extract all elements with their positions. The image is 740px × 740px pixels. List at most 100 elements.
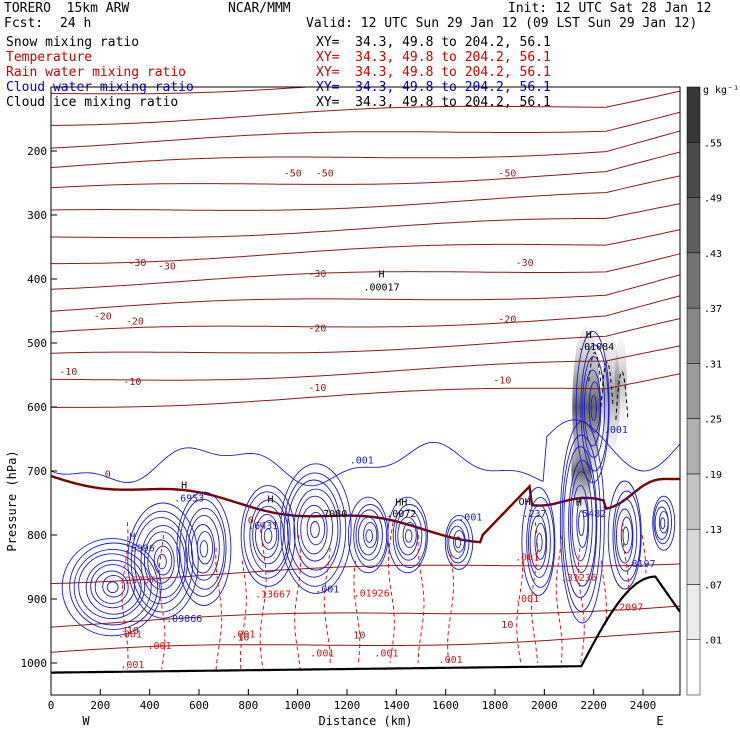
y-tick-label: 500 <box>27 337 47 350</box>
cloud-water-contour <box>529 514 548 570</box>
isotherm-line <box>51 87 314 95</box>
x-tick-label: 400 <box>140 699 160 712</box>
contour-value-label: .2097 <box>613 603 643 614</box>
colorbar-swatch <box>686 418 701 475</box>
org-label: NCAR/MMM <box>228 1 291 16</box>
isotherm-label: -50 <box>316 169 334 180</box>
cloud-water-contour <box>260 520 278 550</box>
isotherm-line <box>51 630 680 653</box>
cloud-ice-contour <box>615 371 629 420</box>
contour-value-label: .001 <box>350 455 374 466</box>
x-tick-label: 1600 <box>432 699 459 712</box>
contour-value-label: .001 <box>118 629 142 640</box>
isotherm-line <box>51 203 680 239</box>
rain-water-contour <box>555 534 563 664</box>
rain-water-contour <box>577 547 585 664</box>
cloud-water-contour <box>568 459 597 587</box>
x-tick-label: 1200 <box>334 699 361 712</box>
isotherm-label: -20 <box>498 315 516 326</box>
isotherm-label: -20 <box>308 323 326 334</box>
colorbar: .01 .07 .13 .19 .25 .31 .37 .43 .49 .55 g kg⁻¹ <box>686 85 739 696</box>
cloud-water-contour <box>614 498 638 572</box>
cloud-water-contour <box>127 502 199 619</box>
contour-value-label: .001 <box>515 594 539 605</box>
isotherm-label: -10 <box>59 367 77 378</box>
cloud-water-contour <box>576 496 589 548</box>
cloud-water-contour <box>569 471 593 574</box>
cloud-water-contour <box>280 463 352 594</box>
isotherm-label: -10 <box>308 383 326 394</box>
colorbar-swatch <box>686 197 701 254</box>
plot-frame <box>50 86 681 696</box>
cloud-water-contour <box>243 491 291 579</box>
isotherm-line <box>51 175 680 211</box>
cloud-water-contour <box>363 521 378 549</box>
isotherm-label: -20 <box>126 316 144 327</box>
contour-value-label: .0072 <box>386 509 416 520</box>
colorbar-level-label: .49 <box>704 194 722 205</box>
cloud-water-contour <box>527 504 551 578</box>
cloud-water-contour <box>196 531 214 565</box>
cloud-water-contour <box>147 539 175 584</box>
cloud-water-contour <box>78 553 146 620</box>
isotherm-label: -30 <box>128 258 146 269</box>
contour-value-label: .001 <box>458 512 482 523</box>
field-xy-snow: XY= 34.3, 49.8 to 204.2, 56.1 <box>316 35 551 50</box>
contour-value-label: H <box>129 532 135 543</box>
x-tick-label: 2200 <box>580 699 607 712</box>
cloud-water-contour <box>534 522 547 560</box>
isotherm-label: -30 <box>516 258 534 269</box>
cloud-water-contour <box>306 511 326 546</box>
cloud-water-contour <box>660 517 666 530</box>
cloud-water-contour <box>387 496 428 574</box>
colorbar-swatch <box>686 307 701 364</box>
cloud-water-contour <box>179 498 227 597</box>
isotherm-line <box>51 130 680 168</box>
field-name-rain: Rain water mixing ratio <box>6 65 187 80</box>
cloud-water-contour <box>536 532 543 552</box>
cloud-water-contour <box>654 506 669 540</box>
contour-value-label: .5482 <box>576 509 606 520</box>
cloud-water-contour <box>153 545 173 576</box>
cloud-water-contour <box>607 480 642 590</box>
cloud-water-contour <box>365 529 373 543</box>
cloud-water-contour <box>287 479 341 578</box>
cloud-water-contour <box>612 490 641 582</box>
rain-water-contour <box>388 522 395 664</box>
cloud-water-contour <box>563 446 598 599</box>
contour-value-label: .25737 <box>119 576 155 587</box>
rain-water-contour <box>215 547 223 670</box>
contour-value-label: .001 <box>231 629 255 640</box>
y-axis-title: Pressure (hPa) <box>5 450 19 551</box>
rain-water-contour <box>240 560 247 670</box>
cloud-water-contour <box>448 525 466 560</box>
cloud-water-contour <box>190 524 215 574</box>
colorbar-level-label: .19 <box>704 470 722 481</box>
x-axis-title: Distance (km) <box>319 714 413 728</box>
cloud-water-contour <box>397 516 419 556</box>
cloud-water-contour <box>263 528 273 544</box>
colorbar-swatch <box>686 252 701 309</box>
colorbar-units: g kg⁻¹ <box>703 85 739 96</box>
colorbar-level-label: .31 <box>704 359 722 370</box>
cloud-water-contour <box>255 513 280 559</box>
x-tick-label: 800 <box>238 699 258 712</box>
model-title: TORERO 15km ARW <box>4 1 130 16</box>
cloud-water-contour <box>249 499 289 573</box>
contour-value-label: .001 <box>315 585 339 596</box>
contour-value-label: .13667 <box>255 590 291 601</box>
contour-value-label: .001 <box>439 655 463 666</box>
cloud-water-contour <box>620 516 633 554</box>
y-tick-label: 800 <box>27 529 47 542</box>
isotherm-label: -50 <box>284 169 302 180</box>
cloud-water-contour <box>355 509 383 561</box>
contour-value-label: .31236 <box>561 573 597 584</box>
contour-value-label: OH <box>519 497 531 508</box>
isotherm-label: -30 <box>158 261 176 272</box>
isotherm-line <box>51 253 680 290</box>
cloud-water-contour <box>561 434 602 612</box>
isotherm-line <box>51 295 680 333</box>
contour-value-label: .8197 <box>625 559 655 570</box>
colorbar-swatch <box>686 86 701 143</box>
cloud-water-contour <box>73 548 152 626</box>
